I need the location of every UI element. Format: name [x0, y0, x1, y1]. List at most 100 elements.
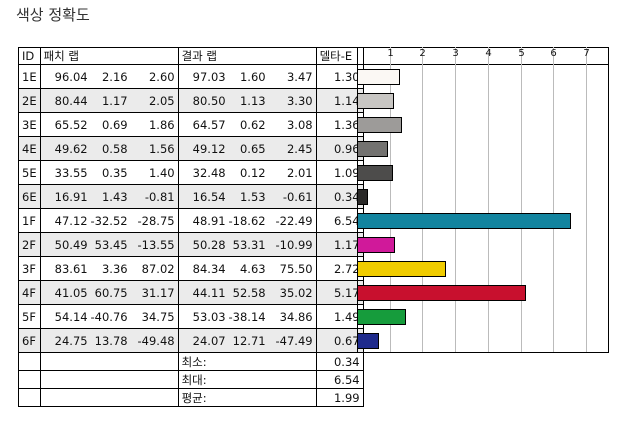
patch-l: 54.14: [54, 309, 88, 324]
patch-l: 41.05: [54, 285, 88, 300]
result-b: 3.30: [286, 93, 313, 108]
result-b: 3.47: [286, 69, 313, 84]
stat-empty: [18, 352, 41, 371]
axis-tick-label: 6: [550, 48, 557, 59]
stat-row: 최소: 0.34: [18, 352, 364, 371]
row-id: 3F: [18, 256, 41, 281]
header-result: 결과 랩: [177, 47, 317, 65]
result-lab: 64.57 0.62 3.08: [177, 112, 317, 137]
result-b: 34.86: [279, 309, 313, 324]
page-title: 색상 정확도: [16, 6, 90, 24]
row-id: 2E: [18, 88, 41, 113]
delta-e-value: 2.72: [315, 256, 364, 281]
patch-a: 0.58: [101, 141, 128, 156]
result-b: -47.49: [275, 333, 313, 348]
row-id: 2F: [18, 232, 41, 257]
result-lab: 97.03 1.60 3.47: [177, 64, 317, 89]
result-lab: 44.11 52.58 35.02: [177, 280, 317, 305]
result-lab: 53.03 -38.14 34.86: [177, 304, 317, 329]
delta-e-bar: [357, 333, 379, 349]
table-row: 1E 96.04 2.16 2.60 97.03 1.60 3.47 1.30: [18, 64, 364, 89]
patch-b: 31.17: [141, 285, 175, 300]
result-lab: 48.91 -18.62 -22.49: [177, 208, 317, 233]
color-accuracy-table: ID 패치 랩 결과 랩 델타-E 1E 96.04 2.16 2.60 97.03 1.…: [18, 47, 364, 407]
result-a: 12.71: [232, 333, 266, 348]
result-b: -0.61: [282, 189, 313, 204]
patch-lab: 80.44 1.17 2.05: [39, 88, 179, 113]
result-b: 2.45: [286, 141, 313, 156]
result-b: -22.49: [275, 213, 313, 228]
patch-l: 83.61: [54, 261, 88, 276]
result-lab: 16.54 1.53 -0.61: [177, 184, 317, 209]
delta-e-value: 0.34: [315, 184, 364, 209]
row-id: 1E: [18, 64, 41, 89]
patch-a: 0.35: [101, 165, 128, 180]
patch-a: 1.43: [101, 189, 128, 204]
patch-lab: 33.55 0.35 1.40: [39, 160, 179, 185]
patch-a: 1.17: [101, 93, 128, 108]
result-a: 4.63: [239, 261, 266, 276]
patch-b: -49.48: [137, 333, 175, 348]
delta-e-bar: [357, 213, 571, 229]
result-l: 84.34: [192, 261, 226, 276]
table-row: 5F 54.14 -40.76 34.75 53.03 -38.14 34.86 1.49: [18, 304, 364, 329]
result-a: 1.53: [239, 189, 266, 204]
result-lab: 32.48 0.12 2.01: [177, 160, 317, 185]
patch-b: -0.81: [144, 189, 175, 204]
table-row: 1F 47.12 -32.52 -28.75 48.91 -18.62 -22.49 6.54: [18, 208, 364, 233]
patch-l: 80.44: [54, 93, 88, 108]
patch-l: 96.04: [54, 69, 88, 84]
patch-a: 60.75: [94, 285, 128, 300]
row-id: 5F: [18, 304, 41, 329]
result-l: 97.03: [192, 69, 226, 84]
patch-a: 53.45: [94, 237, 128, 252]
delta-e-value: 1.14: [315, 88, 364, 113]
delta-e-bar: [357, 261, 446, 277]
stat-label: 최대:: [177, 370, 317, 389]
result-l: 48.91: [192, 213, 226, 228]
stat-row: 최대: 6.54: [18, 370, 364, 389]
table-header-row: ID 패치 랩 결과 랩 델타-E: [18, 47, 364, 65]
header-patch: 패치 랩: [39, 47, 179, 65]
patch-lab: 65.52 0.69 1.86: [39, 112, 179, 137]
result-a: 53.31: [232, 237, 266, 252]
result-l: 32.48: [192, 165, 226, 180]
patch-lab: 47.12 -32.52 -28.75: [39, 208, 179, 233]
patch-lab: 50.49 53.45 -13.55: [39, 232, 179, 257]
patch-b: 34.75: [141, 309, 175, 324]
result-lab: 50.28 53.31 -10.99: [177, 232, 317, 257]
table-row: 3E 65.52 0.69 1.86 64.57 0.62 3.08 1.36: [18, 112, 364, 137]
table-row: 3F 83.61 3.36 87.02 84.34 4.63 75.50 2.72: [18, 256, 364, 281]
stat-empty: [18, 388, 41, 407]
header-id: ID: [18, 47, 41, 65]
row-id: 6E: [18, 184, 41, 209]
patch-a: -40.76: [90, 309, 128, 324]
patch-lab: 54.14 -40.76 34.75: [39, 304, 179, 329]
delta-e-bar: [357, 117, 402, 133]
patch-b: -13.55: [137, 237, 175, 252]
patch-lab: 83.61 3.36 87.02: [39, 256, 179, 281]
delta-e-bar: [357, 189, 368, 205]
delta-e-bar: [357, 309, 406, 325]
result-b: 35.02: [279, 285, 313, 300]
result-l: 64.57: [192, 117, 226, 132]
patch-lab: 24.75 13.78 -49.48: [39, 328, 179, 353]
result-a: 0.65: [239, 141, 266, 156]
patch-b: 2.60: [148, 69, 175, 84]
delta-e-value: 1.09: [315, 160, 364, 185]
result-b: -10.99: [275, 237, 313, 252]
table-row: 4E 49.62 0.58 1.56 49.12 0.65 2.45 0.96: [18, 136, 364, 161]
table-row: 2E 80.44 1.17 2.05 80.50 1.13 3.30 1.14: [18, 88, 364, 113]
patch-a: 0.69: [101, 117, 128, 132]
table-row: 6E 16.91 1.43 -0.81 16.54 1.53 -0.61 0.34: [18, 184, 364, 209]
delta-e-bar: [357, 165, 393, 181]
result-a: 1.60: [239, 69, 266, 84]
delta-e-value: 0.67: [315, 328, 364, 353]
row-id: 3E: [18, 112, 41, 137]
axis-tick-label: 1: [387, 48, 394, 59]
stat-label: 최소:: [177, 352, 317, 371]
result-b: 3.08: [286, 117, 313, 132]
stat-value: 1.99: [315, 388, 364, 407]
patch-b: 1.40: [148, 165, 175, 180]
delta-e-bar: [357, 69, 400, 85]
